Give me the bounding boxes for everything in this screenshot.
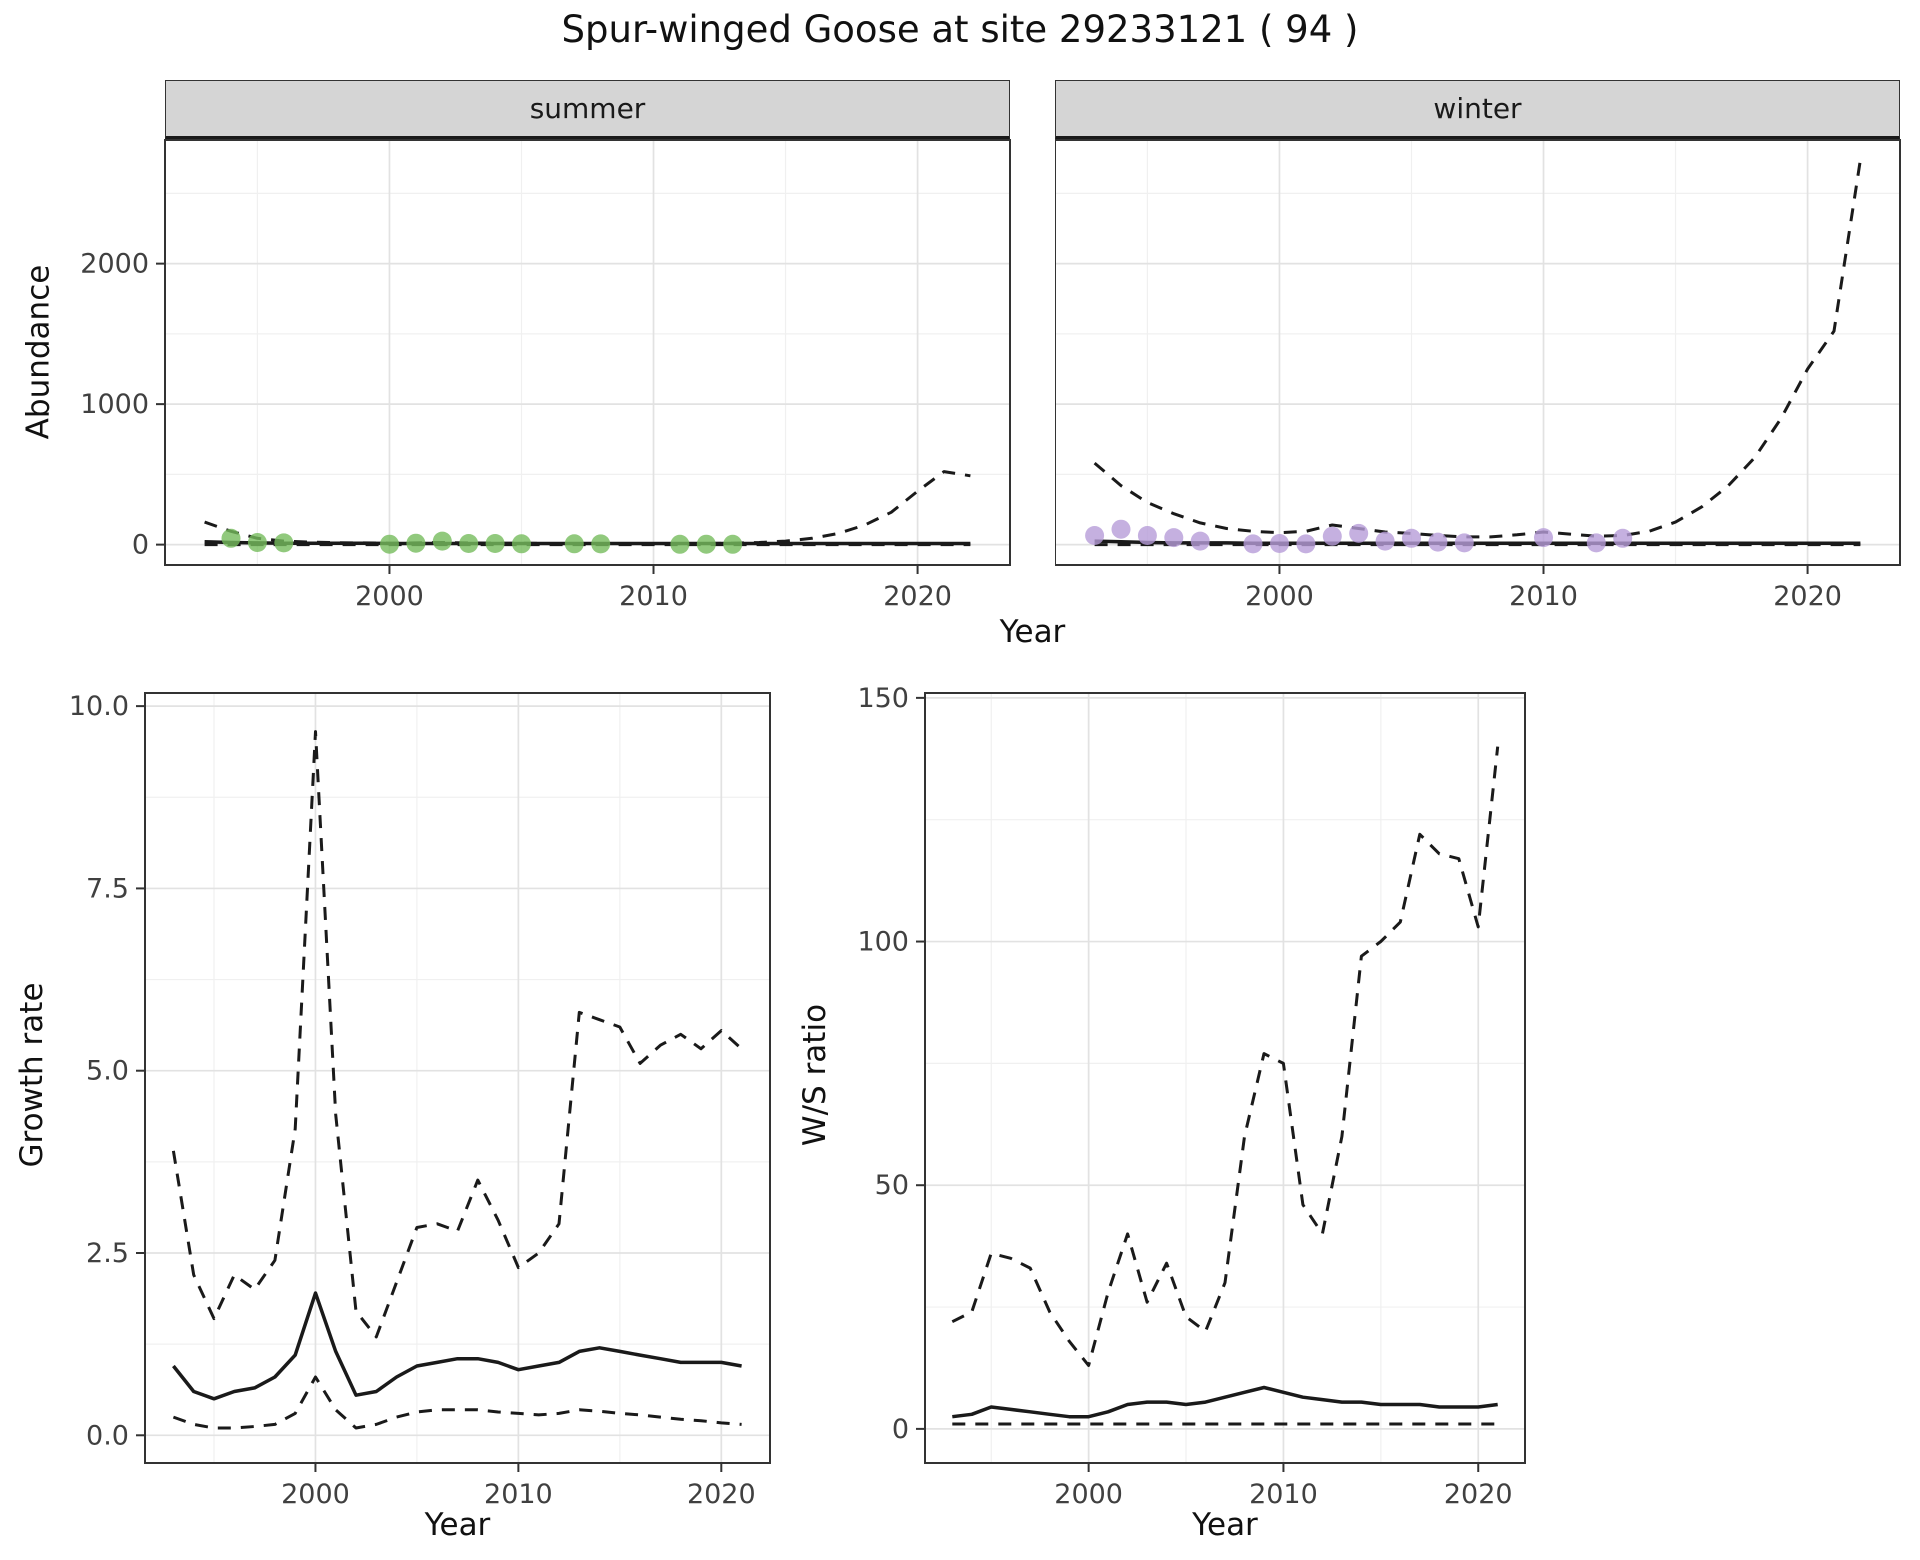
data-point <box>1586 533 1606 553</box>
panel-border <box>1054 139 1901 566</box>
data-point <box>459 534 479 553</box>
y-axis-title-ws-ratio: W/S ratio <box>797 1003 833 1147</box>
y-tick-label: 5.0 <box>86 1056 129 1087</box>
x-axis-title-year-top: Year <box>999 614 1066 650</box>
data-point <box>1454 533 1474 553</box>
x-tick-label: 2010 <box>619 581 688 612</box>
axis-ticks: 2000 2010 2020 0.0 2.5 5.0 7.5 10.0 <box>69 691 756 1510</box>
panel-border <box>164 139 1011 566</box>
gridlines <box>1055 140 1900 565</box>
series-upper-ci-line <box>951 746 1500 1367</box>
data-point <box>247 533 267 552</box>
data-point <box>1375 531 1395 551</box>
abundance-summer-chart: 2000 2010 2020 0 1000 2000 <box>75 80 1015 619</box>
panel-border <box>144 692 771 1464</box>
y-tick-label: 100 <box>857 927 909 958</box>
axis-ticks: 2000 2010 2020 0 1000 2000 <box>80 249 952 612</box>
abundance-winter-svg: 2000 2010 2020 <box>1054 139 1901 612</box>
x-tick-label: 2000 <box>355 581 424 612</box>
facet-strip-summer: summer <box>165 80 1010 140</box>
data-point <box>670 534 690 554</box>
x-tick-label: 2020 <box>687 1479 756 1508</box>
x-tick-label: 2010 <box>1509 581 1578 612</box>
panel-border <box>924 692 1526 1464</box>
gridlines <box>145 693 770 1463</box>
x-tick-label: 2020 <box>883 581 952 612</box>
y-tick-label: 150 <box>857 683 909 714</box>
y-tick-label: 1000 <box>80 389 149 420</box>
series-upper-ci-line <box>171 730 743 1339</box>
y-tick-label: 2000 <box>80 249 149 280</box>
panel-background <box>165 140 1010 565</box>
data-point <box>1534 528 1553 548</box>
data-point <box>221 528 241 548</box>
axis-ticks: 2000 2010 2020 <box>1245 565 1842 612</box>
data-point <box>1137 526 1157 545</box>
data-point <box>274 533 294 553</box>
series-fitted-line <box>172 1291 742 1401</box>
data-point <box>512 534 531 554</box>
abundance-winter-chart: 2000 2010 2020 <box>1054 80 1905 619</box>
series-upper-ci-line <box>1093 159 1862 539</box>
gridlines <box>925 693 1525 1463</box>
x-tick-label: 2010 <box>484 1479 553 1508</box>
panel-background <box>1055 140 1900 565</box>
growth-rate-svg: 2000 2010 2020 0.0 2.5 5.0 7.5 10.0 <box>69 691 771 1510</box>
x-tick-label: 2020 <box>1444 1479 1513 1508</box>
data-point <box>485 534 505 553</box>
data-point <box>1613 528 1633 548</box>
series-fitted-line <box>952 1385 1498 1419</box>
y-tick-label: 0.0 <box>86 1420 129 1451</box>
data-point <box>591 534 611 554</box>
data-point <box>380 534 399 554</box>
y-tick-label: 2.5 <box>86 1238 129 1269</box>
x-axis-title-year-ws: Year <box>1192 1507 1258 1543</box>
abundance-summer-svg: 2000 2010 2020 0 1000 2000 <box>80 139 1011 612</box>
y-tick-label: 7.5 <box>86 873 129 904</box>
observed-counts-summer <box>221 528 743 554</box>
data-point <box>696 534 716 554</box>
data-point <box>1111 519 1131 539</box>
ws-ratio-svg: 2000 2010 2020 0 50 100 150 <box>857 683 1526 1510</box>
x-tick-label: 2020 <box>1773 581 1842 612</box>
data-point <box>564 534 584 554</box>
panel-background <box>145 693 770 1463</box>
y-tick-label: 0 <box>892 1414 909 1445</box>
data-point <box>1190 531 1210 551</box>
x-tick-label: 2000 <box>281 1479 350 1508</box>
y-tick-label: 50 <box>875 1170 909 1201</box>
data-point <box>1270 534 1289 553</box>
data-point <box>1085 526 1105 545</box>
series-fitted-line <box>1094 539 1861 545</box>
data-point <box>723 534 743 554</box>
ws-ratio-chart: 2000 2010 2020 0 50 100 150 <box>835 678 1545 1512</box>
y-tick-label: 0 <box>132 530 149 561</box>
growth-rate-chart: 2000 2010 2020 0.0 2.5 5.0 7.5 10.0 <box>60 678 785 1512</box>
series-lower-ci-line <box>172 1375 742 1430</box>
data-point <box>1402 528 1421 548</box>
x-tick-label: 2000 <box>1054 1479 1123 1508</box>
y-axis-title-growth-rate: Growth rate <box>14 982 50 1168</box>
axis-ticks: 2000 2010 2020 0 50 100 150 <box>857 683 1513 1510</box>
data-point <box>1164 528 1184 548</box>
data-point <box>1428 532 1448 552</box>
observed-counts-winter <box>1085 519 1633 554</box>
y-tick-label: 10.0 <box>69 691 129 722</box>
x-axis-title-year-growth: Year <box>424 1507 491 1543</box>
data-point <box>1349 523 1369 543</box>
data-point <box>1296 534 1316 554</box>
data-point <box>1322 526 1342 546</box>
data-point <box>406 533 426 553</box>
plot-title: Spur-winged Goose at site 29233121 ( 94 … <box>561 8 1359 51</box>
x-tick-label: 2000 <box>1245 581 1314 612</box>
data-point <box>432 531 452 551</box>
facet-strip-winter: winter <box>1055 80 1900 140</box>
y-axis-title-abundance: Abundance <box>20 264 57 440</box>
panel-background <box>925 693 1525 1463</box>
x-tick-label: 2010 <box>1249 1479 1318 1508</box>
data-point <box>1243 534 1263 554</box>
